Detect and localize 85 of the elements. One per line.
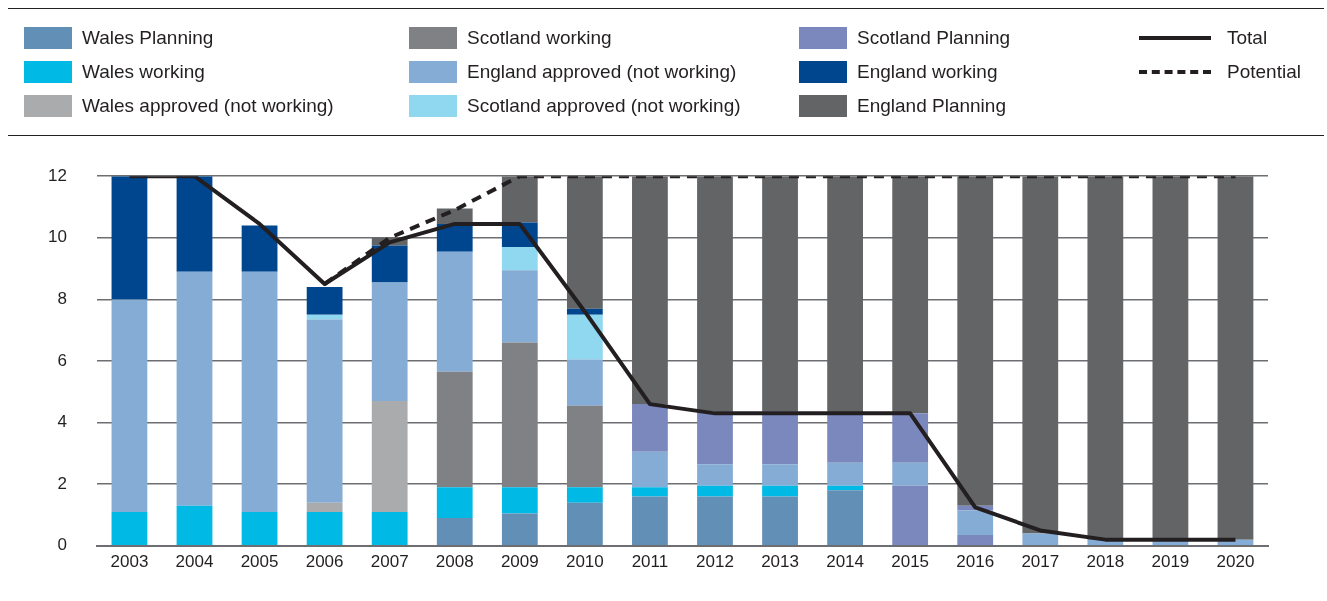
bar — [566, 405, 603, 488]
legend-label: Scotland approved (not working) — [467, 95, 741, 117]
bar — [697, 485, 733, 497]
legend-label: Total — [1227, 27, 1268, 49]
x-tick-label: 2018 — [1086, 551, 1125, 571]
bar — [241, 271, 278, 512]
x-tick-label: 2005 — [240, 551, 279, 571]
bar — [111, 511, 148, 546]
x-tick-label: 2012 — [696, 551, 734, 571]
legend-label: Potential — [1227, 61, 1301, 83]
x-tick-label: 2003 — [110, 551, 149, 571]
bar — [957, 510, 994, 536]
bar — [111, 176, 148, 300]
bar — [306, 511, 343, 546]
x-tick-label: 2016 — [956, 551, 995, 571]
x-tick-label: 2006 — [305, 551, 344, 571]
bar — [436, 251, 473, 372]
y-tick-label: 8 — [57, 289, 67, 309]
y-tick-label: 6 — [57, 350, 67, 370]
x-tick-label: 2007 — [370, 551, 409, 571]
bar — [762, 496, 798, 546]
bar — [306, 319, 343, 503]
bar — [241, 225, 278, 272]
x-tick-label: 2013 — [761, 551, 799, 571]
legend-label: Scotland working — [467, 27, 612, 49]
bar — [241, 511, 278, 546]
bar — [371, 401, 408, 512]
bar — [697, 496, 733, 546]
x-tick-label: 2009 — [500, 551, 539, 571]
bar — [436, 371, 473, 488]
x-tick-label: 2017 — [1021, 551, 1060, 571]
bar — [306, 287, 343, 315]
bar — [632, 451, 668, 488]
bar — [632, 404, 668, 452]
x-tick-label: 2011 — [631, 551, 669, 571]
bar — [436, 518, 473, 546]
bar — [501, 487, 538, 514]
bar — [501, 247, 538, 271]
bar — [827, 462, 863, 486]
legend-label: England approved (not working) — [467, 61, 737, 83]
bar — [697, 464, 733, 486]
bar — [892, 413, 929, 463]
bar — [566, 314, 603, 360]
bar — [501, 513, 538, 546]
y-tick-label: 12 — [47, 165, 67, 185]
bar — [566, 487, 603, 503]
bar — [371, 282, 408, 402]
bar — [501, 342, 538, 488]
legend-label: Scotland Planning — [857, 27, 1011, 49]
bar — [176, 271, 213, 506]
bar — [632, 496, 668, 546]
x-tick-label: 2010 — [565, 551, 604, 571]
bar — [566, 502, 603, 546]
x-tick-label: 2020 — [1216, 551, 1255, 571]
bar — [436, 487, 473, 519]
legend-label: England working — [857, 61, 998, 83]
bar — [762, 485, 798, 497]
x-tick-label: 2019 — [1151, 551, 1190, 571]
bar — [762, 464, 798, 486]
legend-label: Wales working — [82, 61, 205, 83]
bar — [501, 270, 538, 343]
bar — [566, 359, 603, 406]
y-tick-label: 4 — [57, 412, 67, 432]
bar — [892, 462, 929, 486]
bar — [371, 245, 408, 283]
legend-label: Wales approved (not working) — [82, 95, 334, 117]
bar — [176, 176, 213, 272]
bar — [371, 511, 408, 546]
bar — [827, 413, 863, 463]
legend-label: Wales Planning — [82, 27, 214, 49]
x-tick-label: 2014 — [826, 551, 865, 571]
y-tick-label: 10 — [47, 227, 67, 247]
bar — [827, 490, 863, 546]
bar — [111, 299, 148, 512]
bar — [306, 502, 343, 512]
x-tick-label: 2015 — [891, 551, 930, 571]
x-tick-label: 2004 — [175, 551, 214, 571]
legend-label: England Planning — [857, 95, 1006, 117]
bar — [697, 411, 733, 465]
y-tick-label: 0 — [57, 535, 67, 555]
bar — [632, 487, 668, 497]
y-tick-label: 2 — [57, 473, 67, 493]
bar — [176, 505, 213, 546]
x-tick-label: 2008 — [435, 551, 474, 571]
bar — [1022, 533, 1059, 546]
